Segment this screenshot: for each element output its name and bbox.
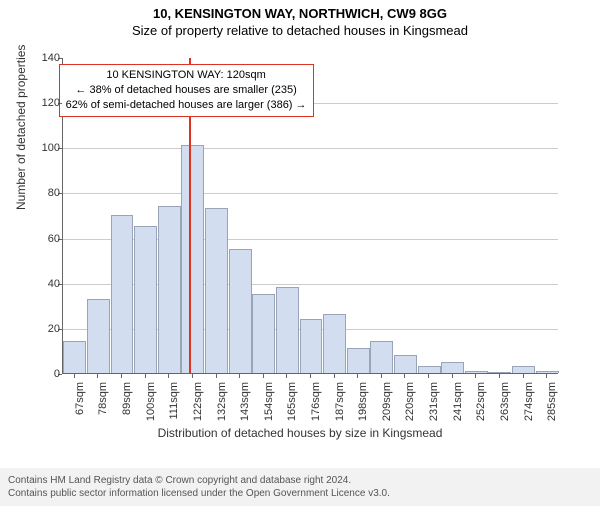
histogram-bar — [63, 341, 86, 373]
x-tick-label: 285sqm — [546, 382, 558, 422]
x-tick — [97, 374, 98, 378]
histogram-bar — [370, 341, 393, 373]
histogram-bar — [512, 366, 535, 373]
annotation-box: 10 KENSINGTON WAY: 120sqm ← 38% of detac… — [59, 64, 314, 117]
x-tick — [145, 374, 146, 378]
x-tick — [310, 374, 311, 378]
plot-area: 10 KENSINGTON WAY: 120sqm ← 38% of detac… — [62, 58, 558, 374]
x-tick-label: 274sqm — [523, 382, 535, 422]
histogram-bar — [229, 249, 252, 373]
footer-attribution: Contains HM Land Registry data © Crown c… — [0, 468, 600, 506]
x-tick-label: 198sqm — [357, 382, 369, 422]
chart-title-main: 10, KENSINGTON WAY, NORTHWICH, CW9 8GG — [0, 6, 600, 21]
x-tick — [121, 374, 122, 378]
chart-container: Number of detached properties 10 KENSING… — [0, 50, 600, 446]
x-tick — [404, 374, 405, 378]
y-tick-label: 80 — [30, 187, 60, 199]
x-tick-label: 165sqm — [286, 382, 298, 422]
footer-line: Contains HM Land Registry data © Crown c… — [8, 474, 592, 487]
histogram-bar — [394, 355, 417, 373]
histogram-bar — [488, 372, 511, 373]
x-tick-label: 122sqm — [192, 382, 204, 422]
x-tick — [286, 374, 287, 378]
x-tick-label: 89sqm — [121, 382, 133, 422]
histogram-bar — [181, 145, 204, 373]
x-tick-label: 176sqm — [310, 382, 322, 422]
x-tick-label: 111sqm — [168, 382, 180, 422]
x-tick — [334, 374, 335, 378]
x-tick — [523, 374, 524, 378]
x-tick — [357, 374, 358, 378]
x-tick-label: 67sqm — [74, 382, 86, 422]
x-tick-label: 78sqm — [97, 382, 109, 422]
x-tick-label: 100sqm — [145, 382, 157, 422]
histogram-bar — [111, 215, 134, 373]
chart-title-sub: Size of property relative to detached ho… — [0, 23, 600, 38]
x-tick-label: 154sqm — [263, 382, 275, 422]
x-tick-label: 187sqm — [334, 382, 346, 422]
x-tick — [499, 374, 500, 378]
histogram-bar — [134, 226, 157, 373]
x-tick — [475, 374, 476, 378]
gridline-h — [63, 148, 558, 149]
footer-line: Contains public sector information licen… — [8, 487, 592, 500]
annotation-line: 62% of semi-detached houses are larger (… — [66, 98, 307, 113]
histogram-bar — [300, 319, 323, 373]
x-tick-label: 132sqm — [216, 382, 228, 422]
histogram-bar — [87, 299, 110, 373]
y-tick-label: 100 — [30, 142, 60, 154]
y-tick-label: 140 — [30, 52, 60, 64]
x-tick-label: 263sqm — [499, 382, 511, 422]
x-tick — [546, 374, 547, 378]
histogram-bar — [205, 208, 228, 373]
y-tick-label: 20 — [30, 323, 60, 335]
x-tick-label: 143sqm — [239, 382, 251, 422]
x-tick-label: 209sqm — [381, 382, 393, 422]
x-tick — [239, 374, 240, 378]
x-tick — [428, 374, 429, 378]
annotation-line: 10 KENSINGTON WAY: 120sqm — [66, 68, 307, 83]
histogram-bar — [252, 294, 275, 373]
chart-title-block: 10, KENSINGTON WAY, NORTHWICH, CW9 8GG S… — [0, 6, 600, 38]
y-tick-label: 60 — [30, 233, 60, 245]
histogram-bar — [418, 366, 441, 373]
histogram-bar — [441, 362, 464, 373]
x-tick — [381, 374, 382, 378]
x-tick — [452, 374, 453, 378]
y-tick-label: 120 — [30, 97, 60, 109]
x-tick — [74, 374, 75, 378]
histogram-bar — [323, 314, 346, 373]
x-tick — [168, 374, 169, 378]
histogram-bar — [347, 348, 370, 373]
x-tick-label: 220sqm — [404, 382, 416, 422]
x-tick — [192, 374, 193, 378]
x-tick-label: 252sqm — [475, 382, 487, 422]
histogram-bar — [276, 287, 299, 373]
x-tick — [216, 374, 217, 378]
y-axis-label: Number of detached properties — [14, 45, 28, 210]
histogram-bar — [536, 371, 559, 373]
y-tick-label: 0 — [30, 368, 60, 380]
x-tick-label: 231sqm — [428, 382, 440, 422]
x-tick-label: 241sqm — [452, 382, 464, 422]
gridline-h — [63, 193, 558, 194]
histogram-bar — [158, 206, 181, 373]
annotation-line: ← 38% of detached houses are smaller (23… — [66, 83, 307, 98]
y-tick-label: 40 — [30, 278, 60, 290]
histogram-bar — [465, 371, 488, 373]
x-axis-label: Distribution of detached houses by size … — [0, 426, 600, 440]
x-tick — [263, 374, 264, 378]
